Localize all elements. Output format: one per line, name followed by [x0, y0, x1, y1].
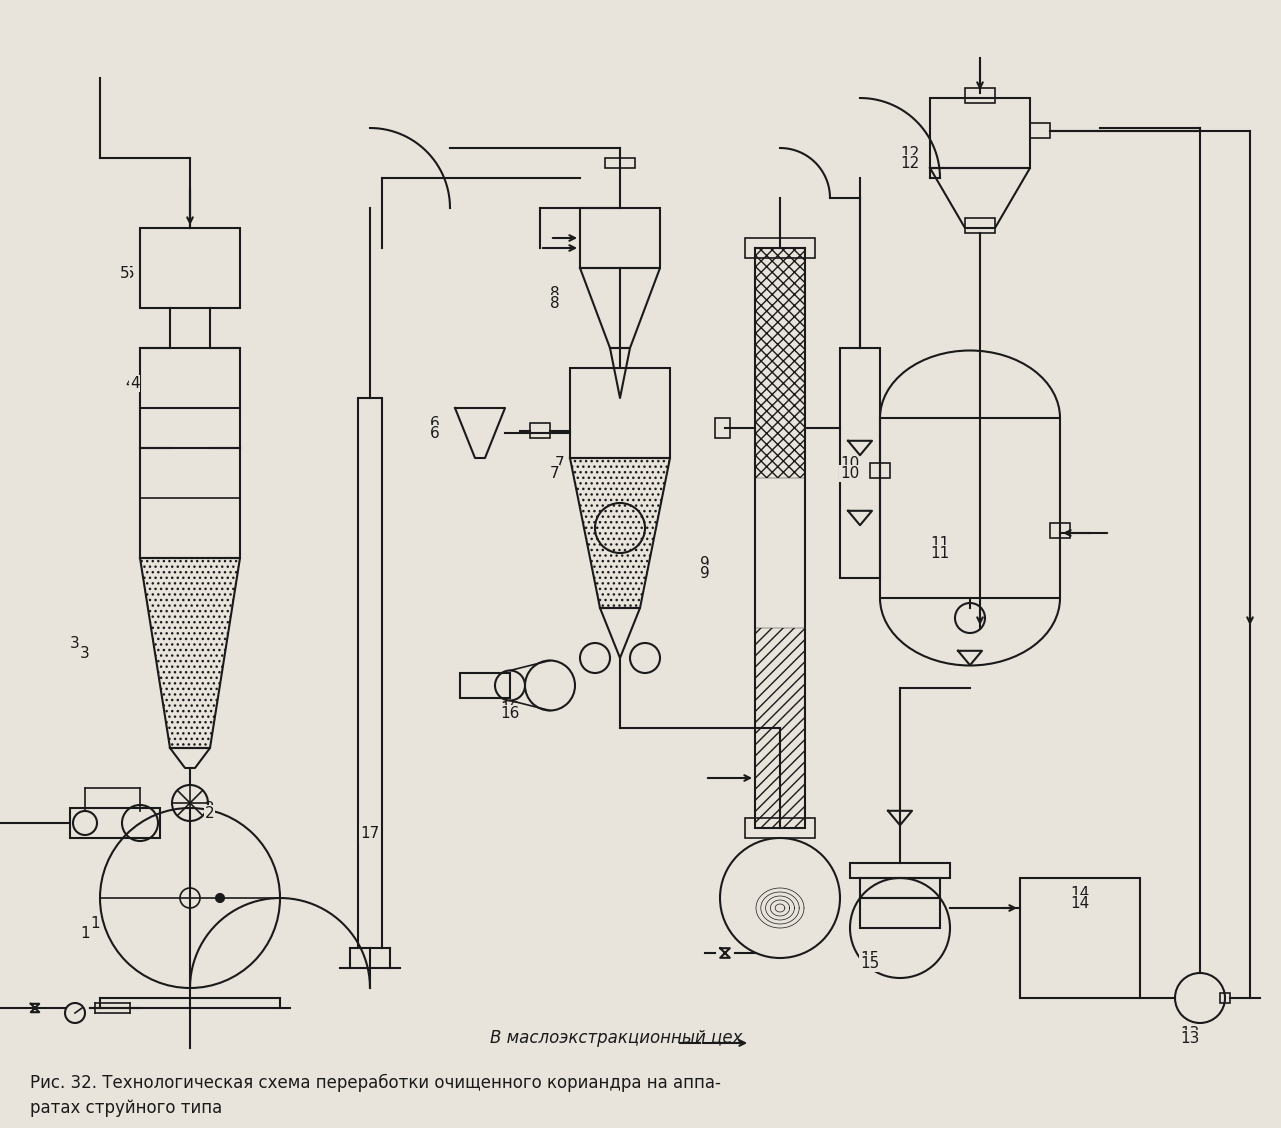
- Bar: [755, 248, 804, 828]
- Text: 17: 17: [360, 826, 379, 841]
- Text: ратах струйного типа: ратах струйного типа: [29, 1099, 222, 1117]
- Text: 13: 13: [1180, 1026, 1199, 1041]
- Text: 15: 15: [860, 957, 879, 971]
- Text: 1: 1: [79, 926, 90, 941]
- Circle shape: [216, 895, 224, 902]
- Bar: [140, 349, 240, 408]
- Text: 17: 17: [360, 826, 379, 841]
- Bar: [357, 398, 382, 948]
- Text: 4: 4: [126, 376, 135, 391]
- Text: 4: 4: [129, 376, 140, 391]
- Text: 11: 11: [930, 546, 949, 561]
- Text: В маслоэкстракционный цех: В маслоэкстракционный цех: [491, 1029, 743, 1047]
- Text: 12: 12: [901, 156, 920, 171]
- Bar: [460, 673, 510, 698]
- Bar: [965, 218, 995, 233]
- Text: Рис. 32. Технологическая схема переработки очищенного кориандра на аппа-: Рис. 32. Технологическая схема переработ…: [29, 1074, 721, 1092]
- Bar: [140, 228, 240, 308]
- Text: 10: 10: [840, 466, 860, 481]
- Text: 7: 7: [550, 466, 560, 481]
- Bar: [880, 418, 1059, 598]
- Bar: [965, 88, 995, 103]
- Bar: [580, 208, 660, 268]
- Text: 15: 15: [860, 951, 879, 966]
- Bar: [70, 808, 160, 838]
- Bar: [746, 818, 815, 838]
- Bar: [860, 898, 940, 928]
- Bar: [1220, 993, 1230, 1003]
- Bar: [1020, 878, 1140, 998]
- Text: 3: 3: [79, 646, 90, 661]
- Text: 9: 9: [699, 566, 710, 581]
- Bar: [1030, 123, 1050, 138]
- Bar: [851, 863, 951, 878]
- Text: 10: 10: [840, 456, 860, 472]
- Bar: [840, 349, 880, 578]
- Bar: [530, 423, 550, 438]
- Bar: [140, 448, 240, 558]
- Text: 6: 6: [430, 426, 439, 441]
- Text: 3: 3: [70, 636, 79, 651]
- Text: 5: 5: [120, 266, 129, 281]
- Bar: [605, 158, 635, 168]
- Bar: [870, 462, 890, 478]
- Bar: [746, 238, 815, 258]
- Text: 6: 6: [430, 416, 439, 431]
- Text: 7: 7: [555, 456, 565, 472]
- Text: 8: 8: [550, 287, 560, 301]
- Text: 12: 12: [901, 146, 920, 161]
- Text: 1: 1: [90, 916, 100, 931]
- Text: 9: 9: [699, 556, 710, 571]
- Text: 2: 2: [205, 801, 215, 816]
- Text: 14: 14: [1070, 885, 1089, 901]
- Bar: [1050, 523, 1070, 538]
- Text: 2: 2: [205, 807, 215, 821]
- Text: 5: 5: [126, 266, 135, 281]
- Text: 14: 14: [1070, 896, 1089, 911]
- Text: 11: 11: [930, 536, 949, 550]
- Text: 8: 8: [550, 296, 560, 311]
- Text: 16: 16: [500, 700, 519, 716]
- Bar: [570, 368, 670, 458]
- Bar: [930, 98, 1030, 168]
- Text: 16: 16: [500, 706, 519, 721]
- Text: 13: 13: [1180, 1031, 1199, 1046]
- Bar: [715, 418, 730, 438]
